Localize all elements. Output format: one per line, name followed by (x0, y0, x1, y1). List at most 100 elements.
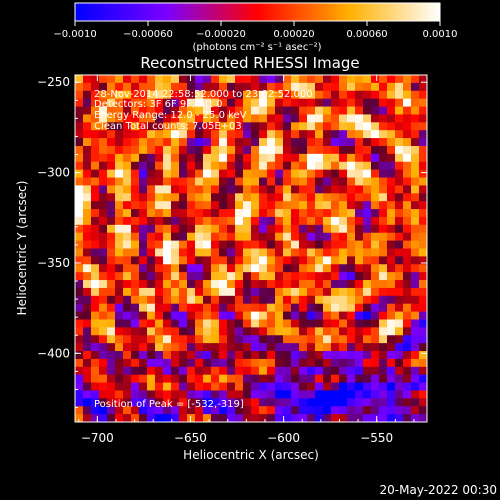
heatmap-cell (291, 240, 300, 249)
heatmap-cell (75, 161, 84, 171)
heatmap-cell (99, 153, 108, 163)
heatmap-cell (243, 366, 252, 376)
heatmap-cell (387, 138, 396, 147)
heatmap-cell (379, 398, 388, 407)
heatmap-cell (123, 335, 132, 344)
heatmap-cell (195, 153, 204, 163)
annotation-block: 28-Nov-2014 22:58:52.000 to 23:02:52.000… (94, 89, 313, 132)
heatmap-cell (307, 185, 316, 194)
heatmap-cell (163, 374, 172, 384)
heatmap-cell (243, 382, 252, 391)
heatmap-cell (275, 280, 284, 289)
heatmap-cell (283, 106, 292, 115)
heatmap-cell (147, 122, 156, 131)
heatmap-cell (339, 303, 348, 313)
heatmap-cell (139, 256, 148, 265)
heatmap-cell (187, 256, 196, 265)
heatmap-cell (123, 138, 132, 147)
colorbar-tick-label: −0.00020 (196, 29, 246, 40)
heatmap-cell (347, 224, 356, 234)
heatmap-cell (123, 75, 132, 84)
heatmap-cell (83, 414, 92, 422)
heatmap-cell (387, 130, 396, 139)
heatmap-cell (251, 382, 260, 391)
heatmap-cell (355, 272, 364, 281)
heatmap-cell (219, 248, 228, 257)
heatmap-cell (179, 216, 188, 226)
heatmap-cell (163, 311, 172, 320)
heatmap-cell (251, 169, 260, 179)
heatmap-cell (107, 351, 116, 360)
heatmap-cell (323, 240, 332, 249)
heatmap-cell (387, 169, 396, 179)
footer-timestamp: 20-May-2022 00:30 (380, 483, 497, 497)
heatmap-cell (75, 398, 84, 407)
heatmap-cell (251, 177, 260, 186)
heatmap-cell (179, 398, 188, 407)
heatmap-cell (299, 272, 308, 281)
heatmap-cell (395, 256, 404, 265)
heatmap-cell (107, 75, 116, 84)
heatmap-cell (299, 295, 308, 305)
heatmap-cell (291, 335, 300, 344)
heatmap-cell (243, 145, 252, 155)
heatmap-cell (275, 256, 284, 265)
heatmap-cell (235, 398, 244, 407)
heatmap-cell (203, 209, 212, 218)
heatmap-cell (155, 161, 164, 171)
heatmap-cell (163, 256, 172, 265)
heatmap-cell (299, 177, 308, 186)
heatmap-cell (139, 224, 148, 234)
heatmap-cell (283, 280, 292, 289)
heatmap-cell (187, 303, 196, 313)
heatmap-cell (115, 280, 124, 289)
heatmap-cell (347, 98, 356, 108)
heatmap-cell (283, 295, 292, 305)
heatmap-cell (259, 138, 268, 147)
heatmap-cell (211, 374, 220, 384)
heatmap-cell (267, 264, 276, 273)
heatmap-cell (139, 138, 148, 147)
heatmap-cell (123, 414, 132, 422)
heatmap-cell (355, 98, 364, 108)
heatmap-cell (99, 272, 108, 281)
heatmap-cell (323, 358, 332, 368)
heatmap-cell (355, 390, 364, 399)
heatmap-cell (315, 201, 324, 210)
heatmap-cell (403, 98, 412, 108)
heatmap-cell (83, 193, 92, 202)
heatmap-cell (275, 201, 284, 210)
heatmap-cell (251, 280, 260, 289)
heatmap-cell (419, 398, 427, 407)
heatmap-cell (163, 327, 172, 336)
heatmap-cell (107, 161, 116, 171)
heatmap-cell (331, 311, 340, 320)
heatmap-cell (99, 145, 108, 155)
heatmap-cell (307, 145, 316, 155)
heatmap-cell (307, 287, 316, 297)
heatmap-cell (411, 201, 420, 210)
heatmap-cell (203, 280, 212, 289)
heatmap-cell (139, 351, 148, 360)
heatmap-cell (91, 303, 100, 313)
heatmap-cell (211, 406, 220, 415)
heatmap-cell (147, 287, 156, 297)
heatmap-cell (395, 335, 404, 344)
heatmap-cell (139, 343, 148, 352)
heatmap-cell (163, 287, 172, 297)
heatmap-cell (291, 153, 300, 163)
heatmap-cell (131, 272, 140, 281)
x-tick-label: −550 (360, 431, 393, 445)
heatmap-cell (307, 374, 316, 384)
heatmap-cell (99, 382, 108, 391)
heatmap-cell (203, 224, 212, 234)
heatmap-cell (403, 343, 412, 352)
heatmap-cell (243, 295, 252, 305)
heatmap-cell (267, 82, 276, 92)
heatmap-cell (355, 130, 364, 139)
heatmap-cell (139, 311, 148, 320)
heatmap-cell (347, 201, 356, 210)
heatmap-cell (347, 153, 356, 163)
heatmap-cell (339, 122, 348, 131)
heatmap-cell (387, 256, 396, 265)
